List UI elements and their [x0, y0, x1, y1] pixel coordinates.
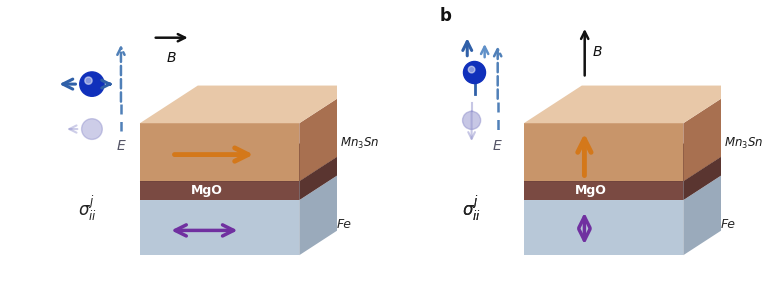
Text: MgO: MgO	[575, 184, 607, 197]
Text: $\sigma_{ii}^{j}$: $\sigma_{ii}^{j}$	[78, 194, 97, 223]
Polygon shape	[140, 123, 300, 181]
Polygon shape	[524, 162, 741, 200]
Polygon shape	[684, 162, 741, 255]
Polygon shape	[140, 181, 300, 200]
Polygon shape	[140, 162, 357, 200]
Circle shape	[80, 72, 104, 96]
Text: Fe: Fe	[721, 218, 736, 231]
Text: $\sigma_{ii}^{j}$: $\sigma_{ii}^{j}$	[462, 194, 481, 223]
Text: $\sigma_{ii}^{j}$: $\sigma_{ii}^{j}$	[462, 194, 481, 223]
Polygon shape	[140, 200, 300, 255]
Text: $E$: $E$	[492, 139, 503, 153]
Text: Fe: Fe	[337, 218, 352, 231]
Polygon shape	[524, 123, 684, 181]
Polygon shape	[300, 86, 357, 181]
Polygon shape	[140, 144, 357, 181]
Polygon shape	[300, 144, 357, 200]
Circle shape	[463, 61, 485, 84]
Circle shape	[468, 66, 475, 73]
Polygon shape	[684, 144, 741, 200]
Polygon shape	[524, 144, 741, 181]
Text: b: b	[440, 7, 452, 25]
Text: $Mn_3Sn$: $Mn_3Sn$	[724, 135, 763, 151]
Polygon shape	[300, 162, 357, 255]
Text: MgO: MgO	[191, 184, 223, 197]
Text: $B$: $B$	[592, 45, 603, 59]
Polygon shape	[684, 86, 741, 181]
Circle shape	[462, 111, 481, 129]
Text: $E$: $E$	[115, 139, 126, 153]
Text: $B$: $B$	[167, 51, 177, 65]
Circle shape	[84, 77, 92, 84]
Text: $Mn_3Sn$: $Mn_3Sn$	[340, 135, 379, 151]
Polygon shape	[524, 200, 684, 255]
Polygon shape	[524, 181, 684, 200]
Circle shape	[81, 119, 102, 139]
Polygon shape	[524, 86, 741, 123]
Polygon shape	[140, 86, 357, 123]
